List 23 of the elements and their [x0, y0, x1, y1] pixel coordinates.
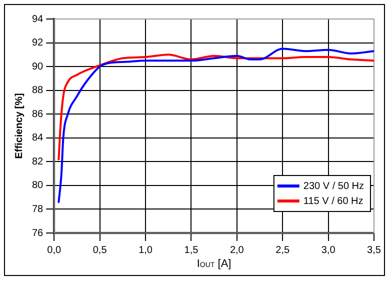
y-axis-title: Efficiency [%]	[14, 93, 25, 159]
y-tick-label: 84	[32, 132, 44, 144]
x-tick-label: 2,5	[276, 244, 290, 256]
x-tick-label: 1,5	[184, 244, 199, 256]
x-tick-label: 0,0	[47, 244, 62, 256]
y-tick-label: 82	[32, 156, 44, 168]
y-tick-label: 88	[32, 85, 44, 96]
y-tick-label: 94	[32, 14, 44, 25]
y-tick-label: 86	[32, 108, 44, 120]
x-tick-label: 1,0	[138, 244, 153, 256]
x-tick-label: 0,5	[92, 244, 108, 256]
line-series	[58, 54, 374, 160]
legend-label: 230 V / 50 Hz	[303, 180, 364, 192]
y-tick-label: 76	[32, 228, 44, 239]
y-tick-label: 78	[32, 204, 44, 215]
y-tick-label: 80	[32, 180, 44, 192]
y-tick-label: 90	[32, 61, 44, 72]
x-tick-label: 3,5	[367, 244, 382, 256]
y-tick-label: 92	[32, 38, 44, 49]
x-tick-label: 2,0	[230, 244, 244, 256]
x-tick-label: 3,0	[321, 244, 336, 256]
line-series	[58, 48, 374, 204]
legend-label: 115 V / 60 Hz	[303, 196, 364, 207]
